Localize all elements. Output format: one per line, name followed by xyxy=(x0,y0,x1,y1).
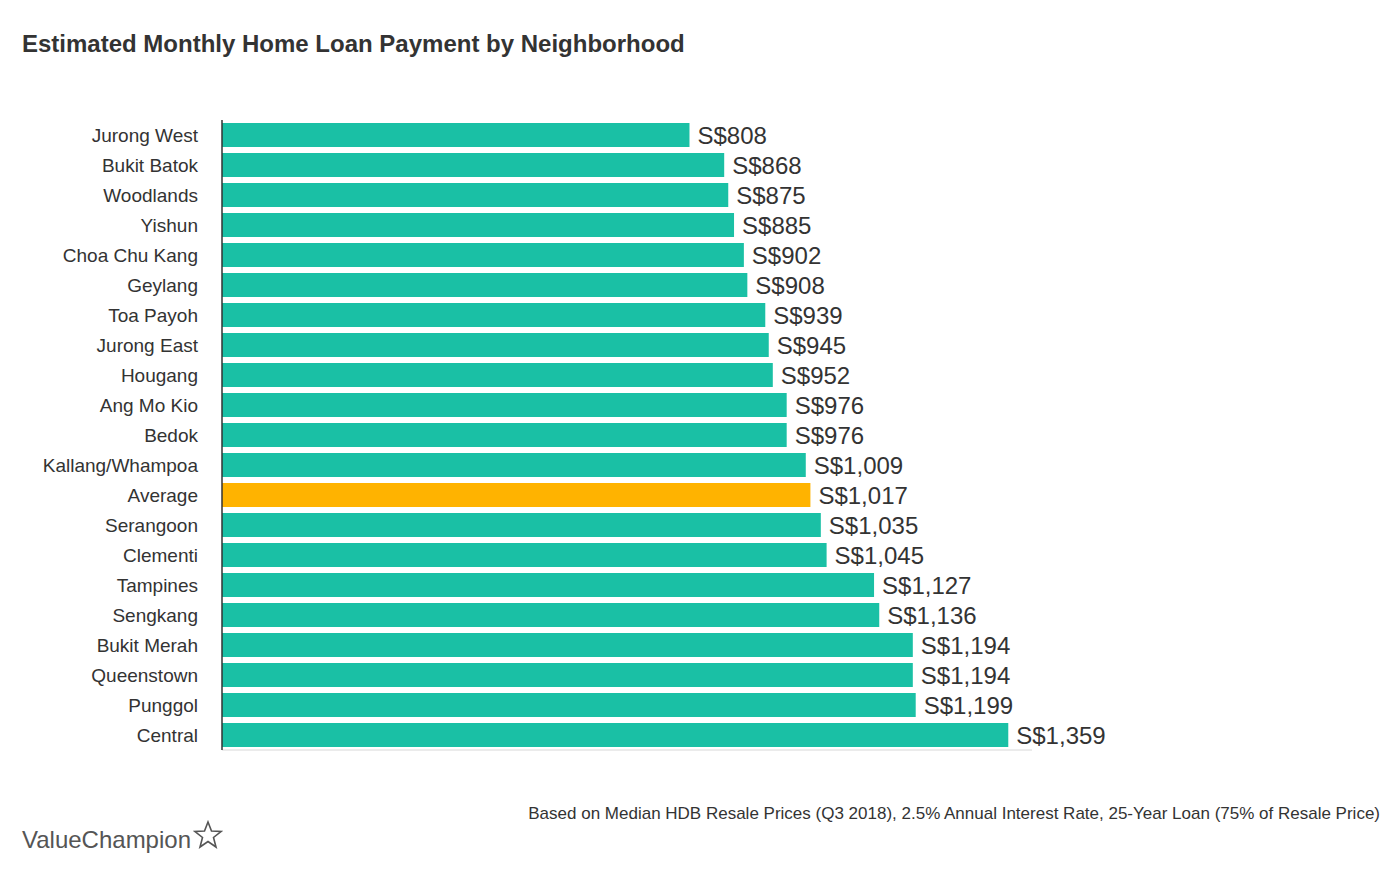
svg-text:Central: Central xyxy=(137,725,198,746)
svg-text:S$1,359: S$1,359 xyxy=(1016,722,1105,749)
svg-text:S$1,035: S$1,035 xyxy=(829,512,918,539)
svg-text:S$1,009: S$1,009 xyxy=(814,452,903,479)
svg-text:Average: Average xyxy=(128,485,198,506)
svg-text:S$976: S$976 xyxy=(795,392,864,419)
svg-text:Punggol: Punggol xyxy=(128,695,198,716)
svg-text:Toa Payoh: Toa Payoh xyxy=(108,305,198,326)
svg-text:S$945: S$945 xyxy=(777,332,846,359)
svg-text:Bukit Merah: Bukit Merah xyxy=(97,635,198,656)
svg-text:Woodlands: Woodlands xyxy=(103,185,198,206)
svg-text:S$976: S$976 xyxy=(795,422,864,449)
svg-text:S$1,136: S$1,136 xyxy=(887,602,976,629)
svg-text:Tampines: Tampines xyxy=(117,575,198,596)
svg-text:Serangoon: Serangoon xyxy=(105,515,198,536)
svg-text:Bedok: Bedok xyxy=(144,425,198,446)
svg-text:S$902: S$902 xyxy=(752,242,821,269)
svg-text:S$875: S$875 xyxy=(736,182,805,209)
svg-text:Geylang: Geylang xyxy=(127,275,198,296)
svg-text:Choa Chu Kang: Choa Chu Kang xyxy=(63,245,198,266)
svg-text:Kallang/Whampoa: Kallang/Whampoa xyxy=(43,455,199,476)
html-text:Based on Median HDB Resale Pri: Based on Median HDB Resale Prices (Q3 20… xyxy=(528,804,1380,823)
svg-text:S$952: S$952 xyxy=(781,362,850,389)
svg-text:Ang Mo Kio: Ang Mo Kio xyxy=(100,395,198,416)
svg-text:S$868: S$868 xyxy=(732,152,801,179)
svg-text:Queenstown: Queenstown xyxy=(91,665,198,686)
svg-text:S$939: S$939 xyxy=(773,302,842,329)
html-text:ValueChampion: ValueChampion xyxy=(22,826,191,853)
svg-text:S$1,017: S$1,017 xyxy=(818,482,907,509)
svg-text:S$908: S$908 xyxy=(755,272,824,299)
svg-text:S$1,199: S$1,199 xyxy=(924,692,1013,719)
svg-text:Hougang: Hougang xyxy=(121,365,198,386)
svg-text:S$1,127: S$1,127 xyxy=(882,572,971,599)
svg-text:S$885: S$885 xyxy=(742,212,811,239)
svg-text:Bukit Batok: Bukit Batok xyxy=(102,155,199,176)
svg-text:Sengkang: Sengkang xyxy=(112,605,198,626)
svg-text:Jurong East: Jurong East xyxy=(97,335,199,356)
svg-text:Jurong West: Jurong West xyxy=(92,125,199,146)
svg-text:Clementi: Clementi xyxy=(123,545,198,566)
svg-text:S$1,194: S$1,194 xyxy=(921,662,1010,689)
html-text:Estimated Monthly Home Loan Pa: Estimated Monthly Home Loan Payment by N… xyxy=(22,30,685,57)
svg-text:S$1,045: S$1,045 xyxy=(835,542,924,569)
svg-text:S$808: S$808 xyxy=(697,122,766,149)
svg-text:S$1,194: S$1,194 xyxy=(921,632,1010,659)
svg-text:Yishun: Yishun xyxy=(141,215,198,236)
